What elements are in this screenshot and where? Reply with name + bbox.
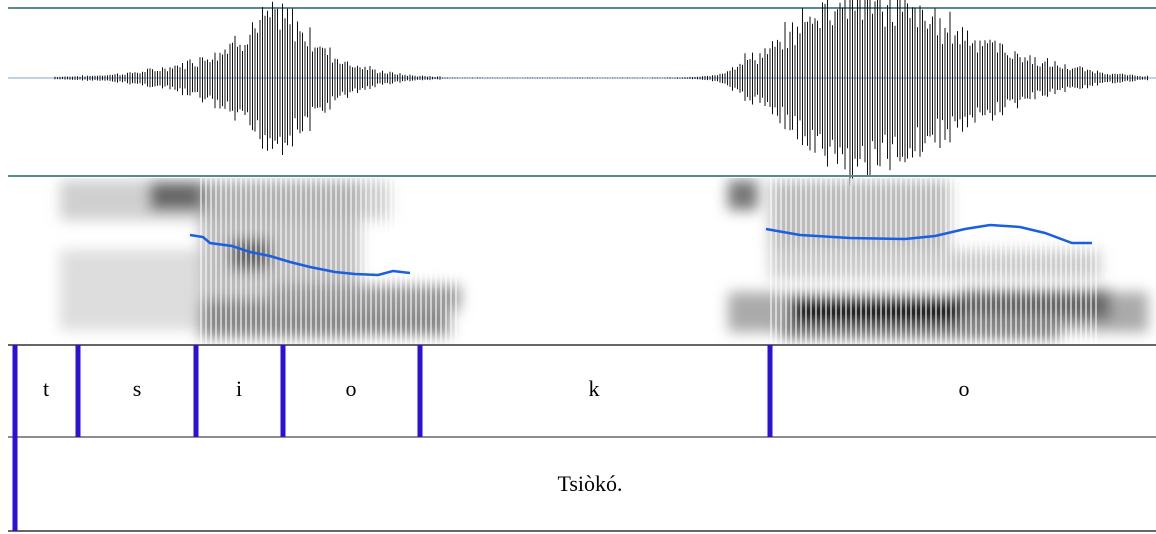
striations: [770, 178, 1100, 344]
pitch-contour: [189, 233, 411, 277]
word-label: Tsiòkó.: [557, 471, 622, 496]
segment-boundaries: [12, 345, 773, 531]
segment-label: t: [43, 376, 49, 401]
waveform: [54, 0, 1148, 186]
striations: [200, 178, 460, 344]
segment-label: k: [589, 376, 600, 401]
textgrid: t s i o k o Tsiòkó.: [8, 344, 1156, 532]
spectrogram: [60, 178, 1148, 344]
segment-label: o: [346, 376, 357, 401]
segment-label: s: [133, 376, 142, 401]
segment-label: o: [959, 376, 970, 401]
pitch-contour: [765, 223, 1092, 245]
segment-label: i: [236, 376, 242, 401]
waveform-panel: [8, 0, 1156, 186]
